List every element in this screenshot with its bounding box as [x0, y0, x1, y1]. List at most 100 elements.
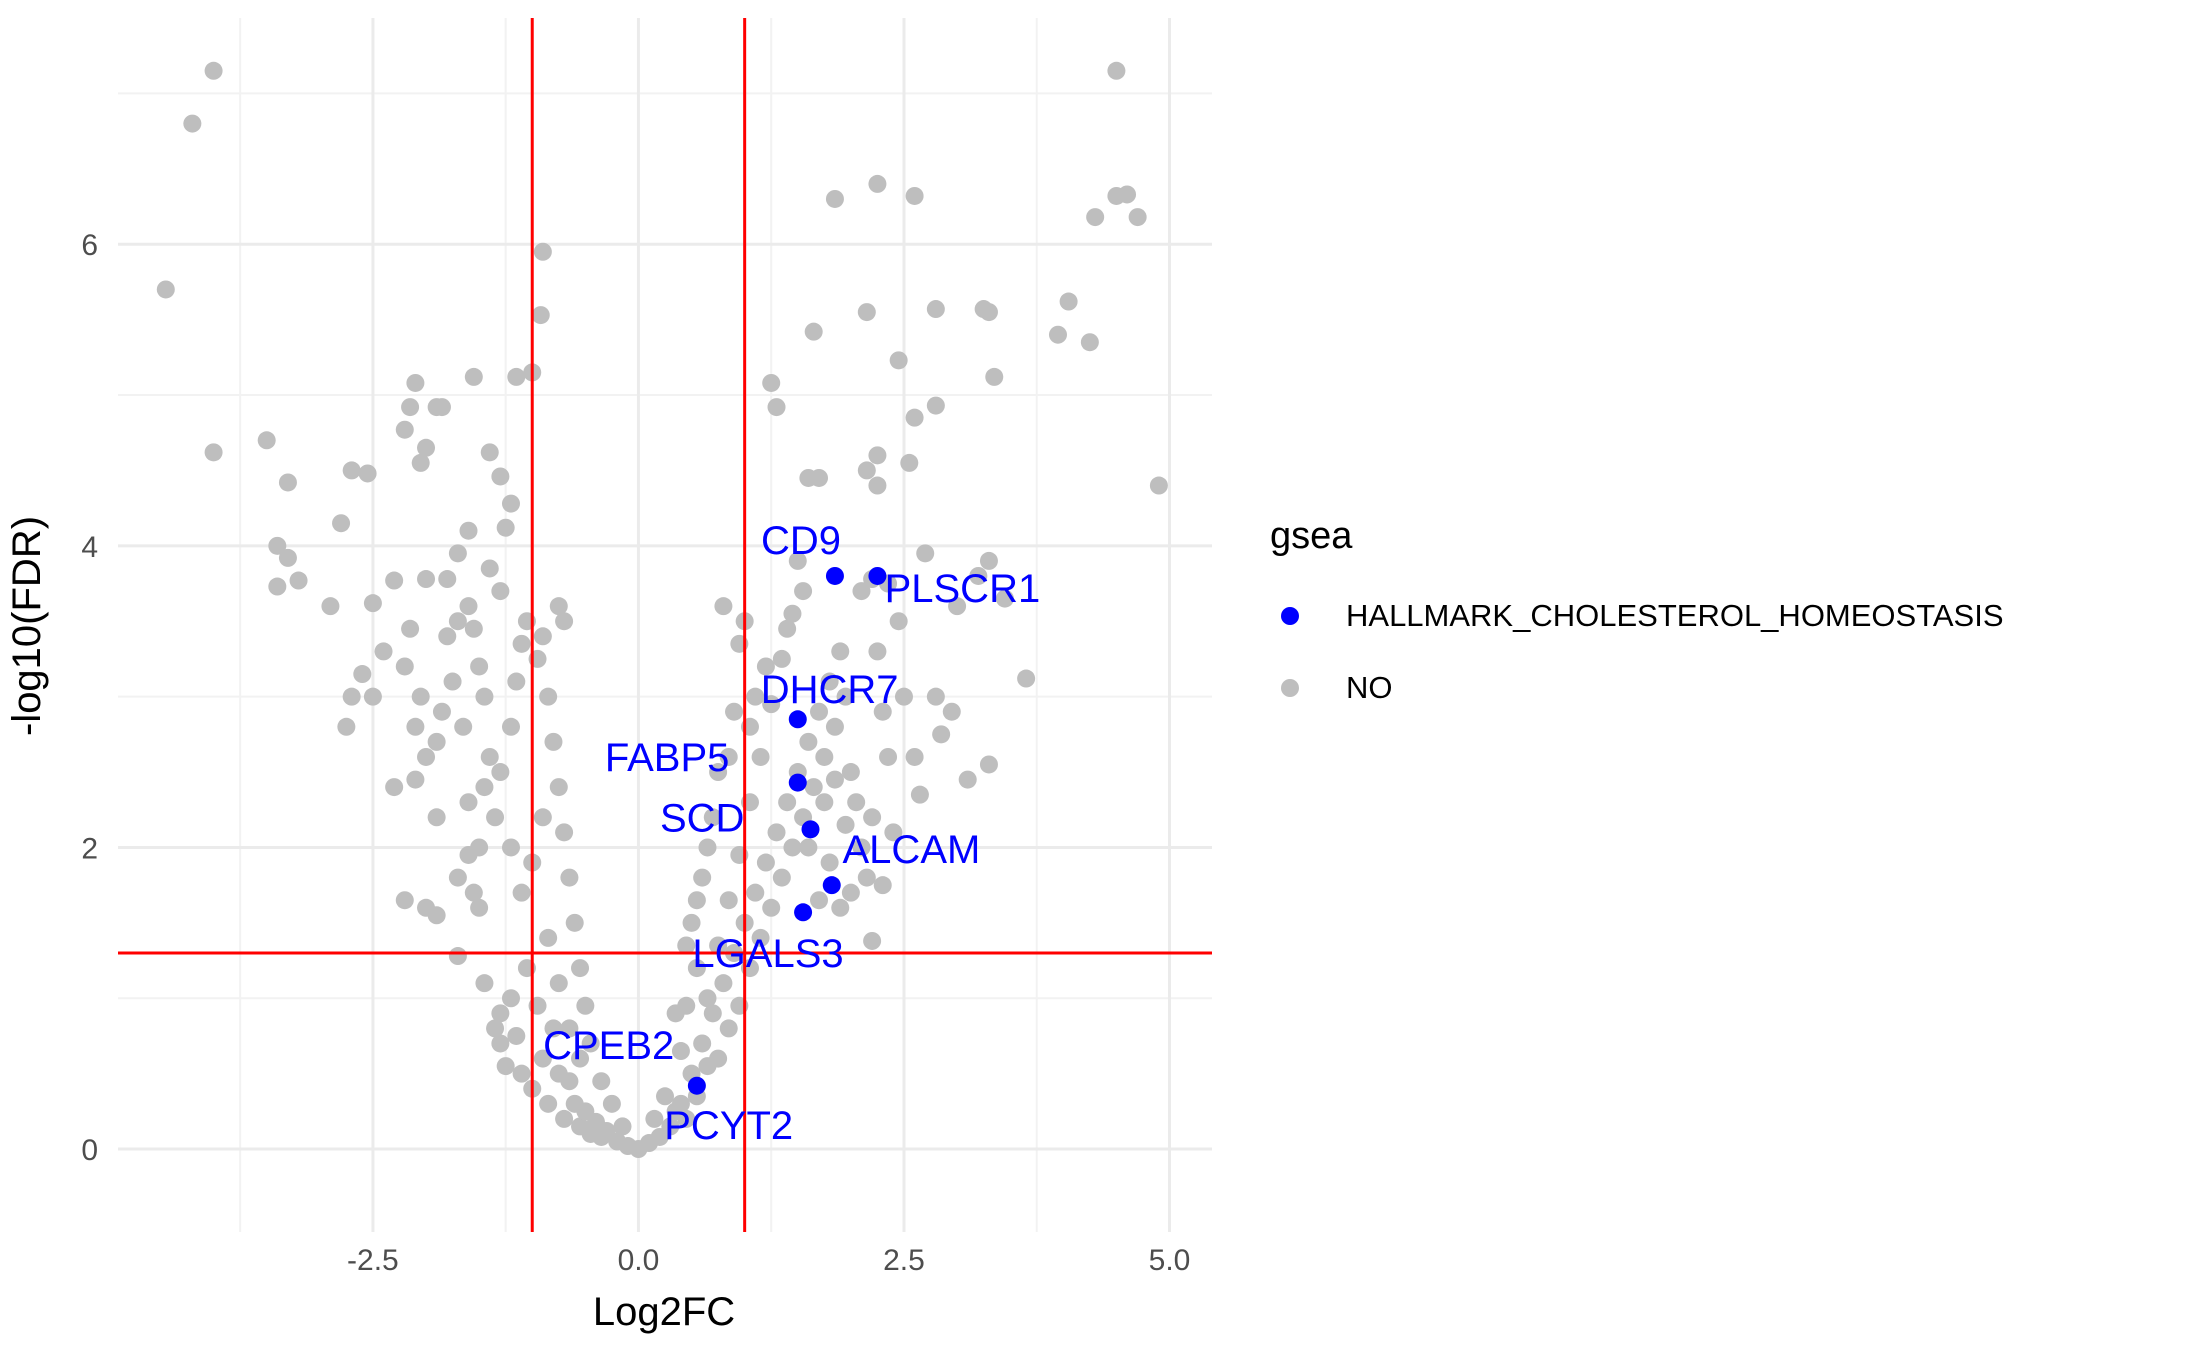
point-no: [613, 1117, 632, 1136]
point-no: [799, 838, 818, 857]
point-no: [810, 891, 829, 910]
point-no: [889, 612, 908, 631]
point-no: [687, 959, 706, 978]
point-no: [571, 1049, 590, 1068]
point-no: [910, 785, 929, 804]
point-no: [825, 189, 844, 208]
point-no: [810, 702, 829, 721]
point-no: [432, 702, 451, 721]
point-no: [756, 657, 775, 676]
point-no: [480, 747, 499, 766]
point-no: [406, 717, 425, 736]
point-no: [475, 687, 494, 706]
point-no: [671, 1094, 690, 1113]
legend-dot-cholesterol: [1281, 607, 1299, 625]
point-no: [873, 702, 892, 721]
point-no: [719, 1019, 738, 1038]
point-no: [496, 1057, 515, 1076]
point-no: [512, 883, 531, 902]
point-no: [464, 619, 483, 638]
point-no: [332, 514, 351, 533]
point-no: [868, 174, 887, 193]
point-no: [857, 868, 876, 887]
point-no: [417, 570, 436, 589]
point-no: [470, 898, 489, 917]
point-no: [693, 868, 712, 887]
point-no: [289, 571, 308, 590]
point-no: [762, 695, 781, 714]
point-cholesterol: [788, 710, 807, 729]
point-no: [459, 521, 478, 540]
point-no: [799, 732, 818, 751]
point-no: [841, 763, 860, 782]
point-no: [411, 687, 430, 706]
point-no: [926, 300, 945, 319]
point-no: [815, 747, 834, 766]
y-tick-label: 6: [81, 229, 98, 262]
point-no: [395, 657, 414, 676]
point-no: [783, 604, 802, 623]
point-no: [926, 687, 945, 706]
point-no: [948, 597, 967, 616]
point-no: [677, 936, 696, 955]
point-no: [501, 717, 520, 736]
point-no: [533, 627, 552, 646]
point-no: [454, 717, 473, 736]
point-no: [560, 1072, 579, 1091]
point-no: [1080, 333, 1099, 352]
point-no: [491, 582, 510, 601]
point-no: [539, 1094, 558, 1113]
point-no: [539, 928, 558, 947]
point-no: [820, 853, 839, 872]
point-no: [772, 868, 791, 887]
y-tick-label: 2: [81, 832, 98, 865]
point-no: [448, 612, 467, 631]
point-no: [533, 242, 552, 261]
point-no: [645, 1109, 664, 1128]
point-no: [204, 61, 223, 80]
point-no: [852, 838, 871, 857]
point-no: [1149, 476, 1168, 495]
point-no: [1128, 208, 1147, 227]
y-tick-label: 4: [81, 531, 98, 564]
point-no: [544, 1019, 563, 1038]
point-no: [385, 571, 404, 590]
point-no: [363, 594, 382, 613]
gene-labels: CD9 PLSCR1 DHCR7 FABP5 SCD ALCAM LGALS3 CPEB2 PC…: [543, 519, 1040, 1148]
point-no: [995, 589, 1014, 608]
point-no: [831, 642, 850, 661]
point-no: [602, 1094, 621, 1113]
point-no: [491, 467, 510, 486]
gene-label-pcyt2: PCYT2: [664, 1104, 793, 1148]
point-no: [857, 303, 876, 322]
point-no: [709, 936, 728, 955]
point-no: [411, 453, 430, 472]
point-no: [417, 438, 436, 457]
point-no: [501, 494, 520, 513]
point-no: [549, 974, 568, 993]
y-tick-label: 0: [81, 1134, 98, 1167]
legend-label-cholesterol: HALLMARK_CHOLESTEROL_HOMEOSTASIS: [1346, 598, 2004, 633]
point-no: [719, 891, 738, 910]
point-no: [491, 1004, 510, 1023]
point-no: [762, 898, 781, 917]
point-no: [751, 747, 770, 766]
point-no: [459, 597, 478, 616]
point-no: [531, 306, 550, 325]
point-no: [406, 373, 425, 392]
point-no: [783, 838, 802, 857]
point-no: [905, 747, 924, 766]
point-cholesterol: [801, 820, 820, 839]
point-no: [926, 396, 945, 415]
point-no: [958, 770, 977, 789]
point-cholesterol: [868, 566, 887, 585]
point-no: [438, 627, 457, 646]
point-no: [337, 717, 356, 736]
point-no: [778, 619, 797, 638]
point-no: [480, 559, 499, 578]
point-no: [746, 687, 765, 706]
point-no: [884, 823, 903, 842]
point-no: [778, 793, 797, 812]
point-no: [868, 642, 887, 661]
point-no: [496, 518, 515, 537]
